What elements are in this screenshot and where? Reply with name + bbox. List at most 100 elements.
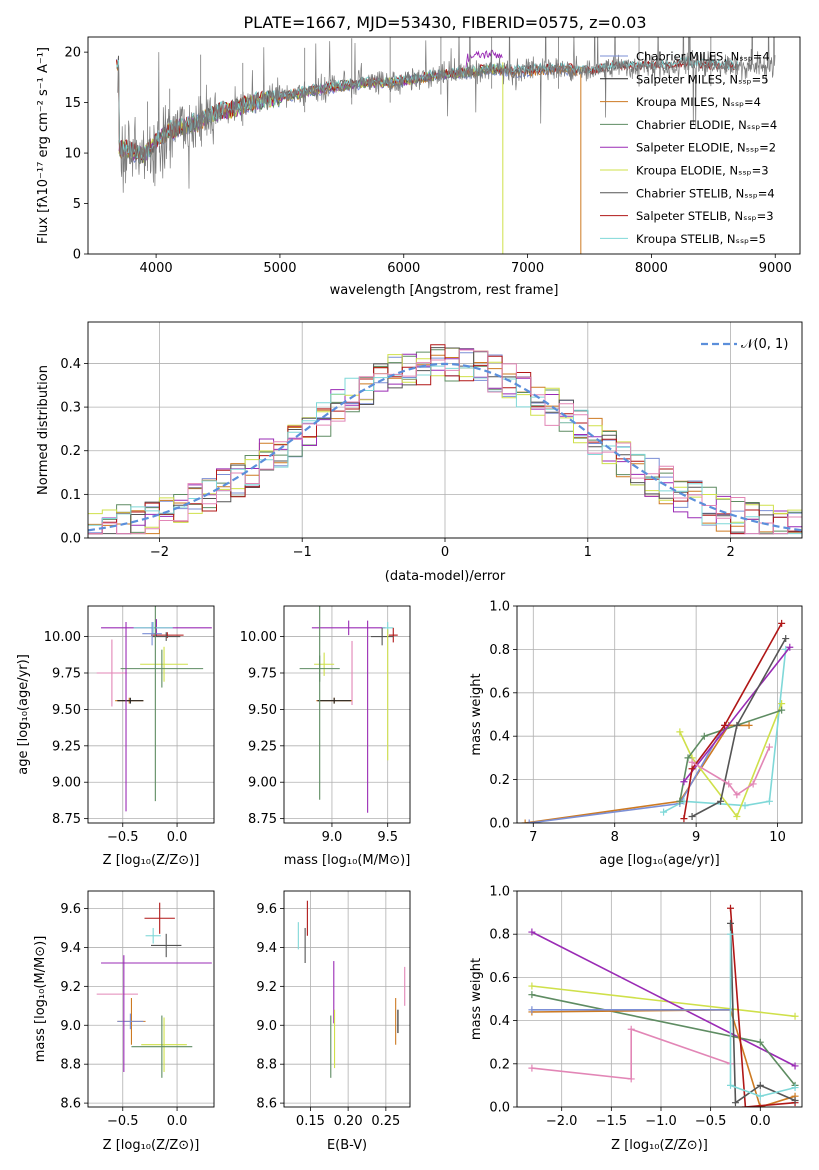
y-tick-label: 0.6 <box>489 686 510 701</box>
y-tick-label: 0.4 <box>60 357 81 372</box>
panel-mass_vs_ebv: 0.15 0.20 0.25 8.6 8.8 9.0 9.2 9.4 9.6 E(B-V) <box>256 890 411 1153</box>
weight-marker <box>727 930 735 938</box>
x-tick-label: 0.25 <box>371 1114 400 1129</box>
weight-marker <box>525 819 533 823</box>
y-tick-label: 0.3 <box>60 401 81 416</box>
plot-area <box>96 606 212 812</box>
y-tick-label: 10 <box>64 147 81 162</box>
x-tick-label: 9.0 <box>322 830 343 845</box>
panel-massweight_vs_Z: −2.0 −1.5 −1.0 −0.5 0.0 0.0 0.2 0.4 0.6 0.8 1.0 Z [… <box>469 885 803 1153</box>
x-axis-label: mass [log₁₀(M/M⊙)] <box>284 853 411 868</box>
x-tick-label: 0.0 <box>750 1114 771 1129</box>
axes-frame <box>516 890 803 1108</box>
weight-marker <box>741 1103 749 1107</box>
y-tick-label: 9.50 <box>248 703 277 718</box>
weight-marker <box>528 1064 536 1072</box>
weight-line <box>729 934 796 1098</box>
weight-marker <box>733 791 741 799</box>
weight-marker <box>528 928 536 936</box>
weight-marker <box>782 635 790 643</box>
y-axis-label: mass weight <box>469 958 484 1040</box>
weight-line <box>691 638 787 818</box>
y-tick-label: 0.8 <box>489 643 510 658</box>
y-tick-label: 15 <box>64 96 81 111</box>
panel-age_vs_Z: −0.5 0.0 8.75 9.00 9.25 9.50 9.75 10.00 Z [log₁₀… <box>16 605 215 868</box>
y-tick-label: 8.6 <box>256 1097 277 1112</box>
weight-marker <box>733 812 741 820</box>
y-tick-label: 8.75 <box>248 812 277 827</box>
plot-area <box>299 606 398 813</box>
x-tick-label: −0.5 <box>695 1114 727 1129</box>
legend-label: Chabrier MILES, Nₛₛₚ=4 <box>636 50 770 64</box>
weight-marker <box>680 815 688 823</box>
weight-marker <box>688 765 696 773</box>
weight-line <box>683 623 783 819</box>
plot-area <box>116 37 776 254</box>
weight-marker <box>528 991 536 999</box>
weight-marker <box>688 812 696 820</box>
model-line <box>118 65 503 165</box>
panel-massweight_vs_age: 7 8 9 10 0.0 0.2 0.4 0.6 0.8 1.0 age [log₁₀(age/yr… <box>469 600 803 868</box>
y-tick-label: 0.2 <box>489 1057 510 1072</box>
weight-marker <box>660 808 668 816</box>
weight-line <box>729 923 796 1105</box>
y-tick-label: 0.4 <box>489 730 510 745</box>
x-tick-label: 5000 <box>263 261 296 276</box>
x-tick-label: 4000 <box>140 261 173 276</box>
weight-marker <box>627 1025 635 1033</box>
weight-line <box>729 908 796 1107</box>
axes-frame <box>87 605 215 824</box>
plot-area <box>528 904 799 1107</box>
plot-area <box>521 619 794 823</box>
y-tick-label: 9.0 <box>60 1019 81 1034</box>
legend-label: Chabrier ELODIE, Nₛₛₚ=4 <box>636 118 777 132</box>
y-tick-label: 0.4 <box>489 1014 510 1029</box>
x-tick-label: 0.20 <box>334 1114 363 1129</box>
x-axis-label: (data-model)/error <box>385 569 506 584</box>
y-tick-label: 8.6 <box>60 1097 81 1112</box>
x-axis-label: E(B-V) <box>327 1138 367 1153</box>
legend-label: 𝒩(0, 1) <box>741 337 788 352</box>
y-tick-label: 9.2 <box>256 980 277 995</box>
plot-area <box>96 902 212 1078</box>
y-tick-label: 9.25 <box>248 739 277 754</box>
x-tick-label: −0.5 <box>107 1114 139 1129</box>
y-tick-label: 9.4 <box>256 941 277 956</box>
weight-marker <box>676 797 684 805</box>
weight-marker <box>676 728 684 736</box>
x-tick-label: 7 <box>529 830 537 845</box>
y-tick-label: 20 <box>64 46 81 61</box>
panel-spectrum: 4000 5000 6000 7000 8000 9000 0 5 10 15 20 waveleng… <box>36 36 801 298</box>
y-tick-label: 9.75 <box>52 666 81 681</box>
x-tick-label: 1 <box>584 545 592 560</box>
y-tick-label: 1.0 <box>489 600 510 615</box>
y-tick-label: 9.50 <box>52 703 81 718</box>
y-tick-label: 0.0 <box>60 532 81 547</box>
x-axis-label: age [log₁₀(age/yr)] <box>599 853 720 868</box>
y-axis-label: Flux [fλ10⁻¹⁷ erg cm⁻² s⁻¹ A⁻¹] <box>36 47 51 244</box>
y-tick-label: 9.6 <box>256 902 277 917</box>
x-tick-label: 8000 <box>635 261 668 276</box>
panel-age_vs_mass: 9.0 9.5 8.75 9.00 9.25 9.50 9.75 10.00 mass [log… <box>240 605 411 868</box>
weight-marker <box>756 1092 764 1100</box>
y-tick-label: 9.75 <box>248 666 277 681</box>
x-tick-label: 0.0 <box>167 1114 188 1129</box>
y-tick-label: 5 <box>73 197 81 212</box>
figure-title: PLATE=1667, MJD=53430, FIBERID=0575, z=0… <box>243 13 646 32</box>
histogram-step <box>88 347 802 535</box>
y-tick-label: 9.00 <box>52 776 81 791</box>
weight-marker <box>727 919 735 927</box>
y-tick-label: 9.25 <box>52 739 81 754</box>
y-tick-label: 8.8 <box>60 1058 81 1073</box>
x-axis-label: Z [log₁₀(Z/Z⊙)] <box>103 1138 200 1153</box>
x-tick-label: 9000 <box>759 261 792 276</box>
weight-marker <box>731 1099 739 1107</box>
weight-line <box>531 931 796 1067</box>
x-tick-label: −0.5 <box>107 830 139 845</box>
legend-label: Salpeter ELODIE, Nₛₛₚ=2 <box>636 141 776 155</box>
x-tick-label: −1.5 <box>596 1114 628 1129</box>
weight-line <box>531 1028 731 1080</box>
weight-marker <box>680 778 688 786</box>
weight-marker <box>521 819 529 823</box>
